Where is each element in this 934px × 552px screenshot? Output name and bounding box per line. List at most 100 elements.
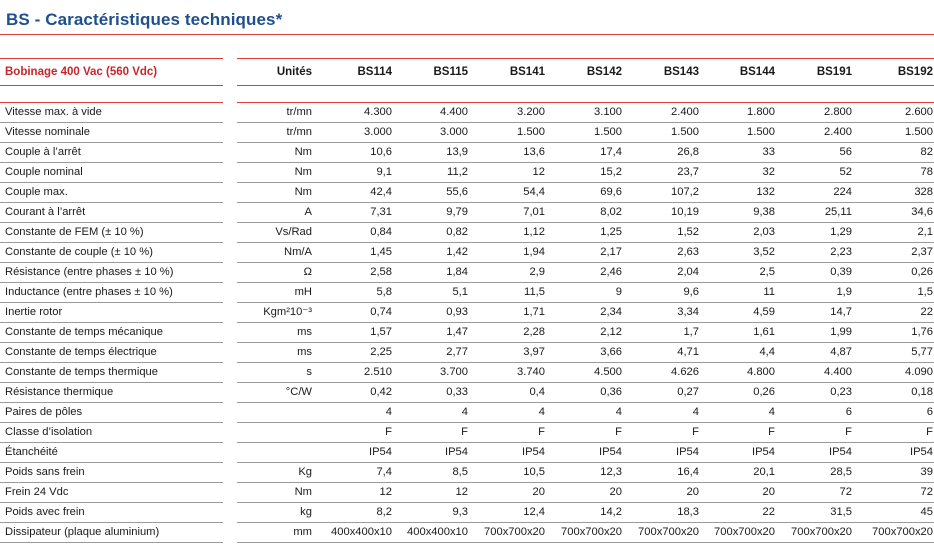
table-cell: 700x700x20 [700,522,776,543]
row-unit: Nm [237,482,316,503]
table-row: Constante de temps électrique ms 2,25 2,77 3… [0,342,934,363]
units-header: Unités [237,58,316,86]
table-cell: 22 [853,302,934,323]
table-cell: 4 [469,402,546,423]
model-header: BS191 [776,58,853,86]
table-cell: 2,04 [623,262,700,283]
table-cell: 26,8 [623,142,700,163]
table-cell: 1,45 [316,242,393,263]
table-cell: 6 [776,402,853,423]
table-cell: 2.600 [853,102,934,123]
table-cell: 3,52 [700,242,776,263]
table-cell: 2,77 [393,342,469,363]
table-cell: F [393,422,469,443]
table-cell: 4,4 [700,342,776,363]
table-cell: 12 [316,482,393,503]
table-cell: 3.100 [546,102,623,123]
table-cell: F [700,422,776,443]
table-cell: 13,6 [469,142,546,163]
table-cell: 0,36 [546,382,623,403]
table-cell: 107,2 [623,182,700,203]
row-label: Vitesse nominale [0,122,223,143]
table-cell: 4.300 [316,102,393,123]
table-cell: 0,39 [776,262,853,283]
table-cell: 32 [700,162,776,183]
table-cell: 4 [393,402,469,423]
table-cell: 6 [853,402,934,423]
table-row: Résistance thermique °C/W 0,42 0,33 0,4 0,36 0… [0,382,934,403]
table-cell: 1,29 [776,222,853,243]
table-cell: 55,6 [393,182,469,203]
table-cell: 0,18 [853,382,934,403]
row-label: Inductance (entre phases ± 10 %) [0,282,223,303]
table-cell: 1,42 [393,242,469,263]
table-cell: F [469,422,546,443]
table-cell: 1,57 [316,322,393,343]
table-cell: 700x700x20 [853,522,934,543]
table-cell: 10,5 [469,462,546,483]
table-cell: 224 [776,182,853,203]
table-cell: 52 [776,162,853,183]
table-cell: F [546,422,623,443]
row-label: Résistance thermique [0,382,223,403]
table-cell: 31,5 [776,502,853,523]
table-cell: 1,61 [700,322,776,343]
specs-table: Bobinage 400 Vac (560 Vdc) Unités BS114 … [0,58,934,543]
row-label: Dissipateur (plaque aluminium) [0,522,223,543]
row-label: Constante de temps électrique [0,342,223,363]
table-cell: IP54 [316,442,393,463]
table-cell: 2.400 [776,122,853,143]
table-cell: 700x700x20 [469,522,546,543]
row-unit: ms [237,322,316,343]
table-cell: 0,23 [776,382,853,403]
table-cell: IP54 [700,442,776,463]
table-cell: 1.500 [700,122,776,143]
table-cell: 13,9 [393,142,469,163]
table-cell: 0,74 [316,302,393,323]
table-cell: 45 [853,502,934,523]
row-unit [237,402,316,423]
table-cell: 2,23 [776,242,853,263]
table-row: Poids sans frein Kg 7,4 8,5 10,5 12,3 16,4 20,1… [0,462,934,483]
table-row: Couple nominal Nm 9,1 11,2 12 15,2 23,7 32 52 78 [0,162,934,183]
table-cell: 1,99 [776,322,853,343]
table-cell: 12 [393,482,469,503]
model-header: BS142 [546,58,623,86]
table-cell: 132 [700,182,776,203]
table-cell: 7,01 [469,202,546,223]
table-cell: 12,3 [546,462,623,483]
table-cell: 2,37 [853,242,934,263]
model-header: BS144 [700,58,776,86]
header-spacer [0,85,934,103]
table-cell: 18,3 [623,502,700,523]
table-cell: 12,4 [469,502,546,523]
table-cell: 1,94 [469,242,546,263]
table-cell: 4.800 [700,362,776,383]
table-cell: 20 [623,482,700,503]
model-header: BS115 [393,58,469,86]
table-cell: 3.000 [393,122,469,143]
table-cell: 1,52 [623,222,700,243]
row-unit: mm [237,522,316,543]
table-cell: 11 [700,282,776,303]
table-cell: 4 [546,402,623,423]
table-cell: 5,77 [853,342,934,363]
row-label: Résistance (entre phases ± 10 %) [0,262,223,283]
table-cell: IP54 [776,442,853,463]
table-row: Frein 24 Vdc Nm 12 12 20 20 20 20 72 72 [0,482,934,503]
table-cell: F [623,422,700,443]
table-cell: 3,66 [546,342,623,363]
table-row: Classe d’isolation F F F F F F F F [0,422,934,443]
table-cell: 2,1 [853,222,934,243]
row-label: Inertie rotor [0,302,223,323]
table-cell: 11,2 [393,162,469,183]
table-cell: 23,7 [623,162,700,183]
table-cell: 2,12 [546,322,623,343]
table-cell: 4 [700,402,776,423]
table-cell: 2,25 [316,342,393,363]
table-cell: 2,17 [546,242,623,263]
row-label: Vitesse max. à vide [0,102,223,123]
table-cell: 17,4 [546,142,623,163]
table-cell: F [853,422,934,443]
table-cell: 3.700 [393,362,469,383]
